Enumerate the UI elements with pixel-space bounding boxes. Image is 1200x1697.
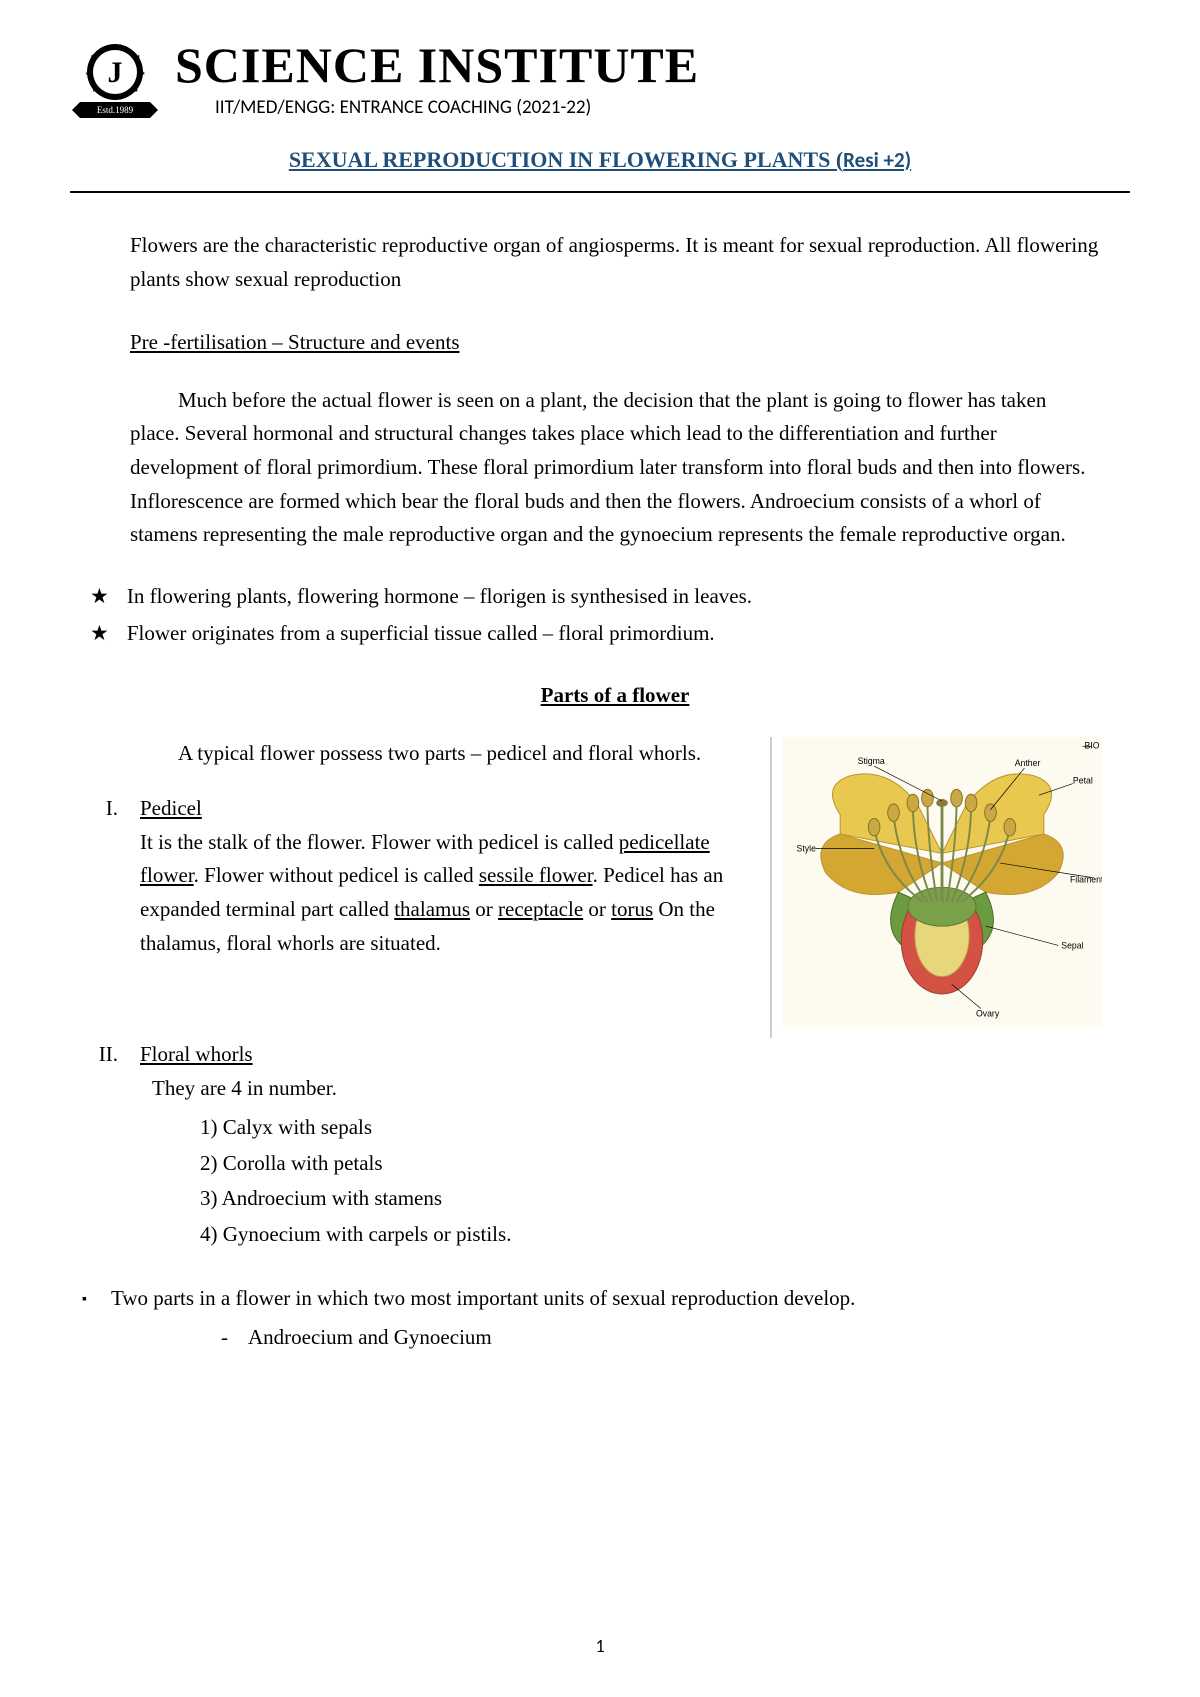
prefert-paragraph: Much before the actual flower is seen on… bbox=[130, 384, 1100, 552]
dash-list: Androecium and Gynoecium bbox=[111, 1321, 855, 1355]
list-item: 3) Androecium with stamens bbox=[200, 1182, 1100, 1216]
label-filament: Filament bbox=[1070, 874, 1102, 884]
left-column: A typical flower possess two parts – ped… bbox=[130, 737, 750, 983]
parts-heading: Parts of a flower bbox=[130, 679, 1100, 713]
star-icon: ★ bbox=[90, 580, 109, 614]
roman-item-floralwhorls: II. Floral whorls They are 4 in number. … bbox=[90, 1038, 1100, 1254]
label-sepal: Sepal bbox=[1061, 940, 1083, 950]
list-item: 4) Gynoecium with carpels or pistils. bbox=[200, 1218, 1100, 1252]
label-stigma: Stigma bbox=[858, 756, 885, 766]
content-body: Flowers are the characteristic reproduct… bbox=[70, 229, 1130, 1355]
label-bio: BIO bbox=[1085, 740, 1100, 750]
svg-text:★: ★ bbox=[92, 88, 97, 94]
page-number: 1 bbox=[0, 1635, 1200, 1657]
header-divider bbox=[70, 191, 1130, 193]
label-anther: Anther bbox=[1015, 758, 1041, 768]
document-title: SEXUAL REPRODUCTION IN FLOWERING PLANTS … bbox=[70, 147, 1130, 173]
square-text: Two parts in a flower in which two most … bbox=[111, 1286, 855, 1310]
bullet-text: In flowering plants, flowering hormone –… bbox=[127, 580, 752, 614]
list-item: ★ Flower originates from a superficial ti… bbox=[90, 617, 1100, 651]
pedicel-body: It is the stalk of the flower. Flower wi… bbox=[140, 830, 723, 955]
svg-text:★: ★ bbox=[85, 71, 90, 77]
list-item: 2) Corolla with petals bbox=[200, 1147, 1100, 1181]
right-column-diagram: Stigma Anther Petal Style Filament Sepal… bbox=[770, 737, 1100, 1039]
list-item: ★ In flowering plants, flowering hormone … bbox=[90, 580, 1100, 614]
roman-body: Pedicel It is the stalk of the flower. F… bbox=[140, 792, 750, 960]
two-column-section: A typical flower possess two parts – ped… bbox=[130, 737, 1100, 1039]
roman-numeral: II. bbox=[90, 1038, 118, 1254]
numbered-list: 1) Calyx with sepals 2) Corolla with pet… bbox=[140, 1111, 1100, 1251]
header-text-block: SCIENCE INSTITUTE IIT/MED/ENGG: ENTRANCE… bbox=[175, 40, 1130, 119]
list-item: Androecium and Gynoecium bbox=[221, 1321, 855, 1355]
header: J ★ ★ ★ ★ ★ ★ Estd.1989 SCIENCE INSTITUTE I… bbox=[70, 40, 1130, 135]
roman-title: Pedicel bbox=[140, 796, 202, 820]
tagline: IIT/MED/ENGG: ENTRANCE COACHING (2021-22… bbox=[215, 96, 1130, 119]
parts-intro: A typical flower possess two parts – ped… bbox=[130, 737, 750, 771]
intro-paragraph: Flowers are the characteristic reproduct… bbox=[130, 229, 1100, 296]
list-item: ▪ Two parts in a flower in which two mos… bbox=[82, 1282, 1100, 1355]
floralwhorls-text: They are 4 in number. bbox=[152, 1076, 337, 1100]
svg-text:Estd.1989: Estd.1989 bbox=[97, 105, 134, 115]
doc-title-main: SEXUAL REPRODUCTION IN FLOWERING PLANTS … bbox=[289, 147, 843, 172]
svg-text:★: ★ bbox=[136, 54, 141, 60]
label-petal: Petal bbox=[1073, 775, 1093, 785]
square-body: Two parts in a flower in which two most … bbox=[111, 1282, 855, 1355]
institute-logo: J ★ ★ ★ ★ ★ ★ Estd.1989 bbox=[70, 40, 160, 135]
svg-text:★: ★ bbox=[90, 54, 95, 60]
roman-numeral: I. bbox=[90, 792, 118, 960]
roman-body: Floral whorls They are 4 in number. 1) C… bbox=[140, 1038, 1100, 1254]
svg-text:★: ★ bbox=[141, 71, 146, 77]
logo-icon: J ★ ★ ★ ★ ★ ★ Estd.1989 bbox=[70, 40, 160, 135]
flower-diagram: Stigma Anther Petal Style Filament Sepal… bbox=[782, 737, 1102, 1028]
institute-name: SCIENCE INSTITUTE bbox=[175, 40, 1130, 90]
star-bullet-list: ★ In flowering plants, flowering hormone … bbox=[90, 580, 1100, 651]
list-item: 1) Calyx with sepals bbox=[200, 1111, 1100, 1145]
label-ovary: Ovary bbox=[976, 1008, 1000, 1018]
square-icon: ▪ bbox=[82, 1289, 87, 1355]
svg-text:J: J bbox=[108, 56, 123, 89]
roman-item-pedicel: I. Pedicel It is the stalk of the flower… bbox=[90, 792, 750, 960]
section-heading-prefert: Pre -fertilisation – Structure and event… bbox=[130, 326, 1100, 360]
star-icon: ★ bbox=[90, 617, 109, 651]
square-bullet-list: ▪ Two parts in a flower in which two mos… bbox=[82, 1282, 1100, 1355]
bullet-text: Flower originates from a superficial tis… bbox=[127, 617, 715, 651]
svg-text:★: ★ bbox=[134, 88, 139, 94]
doc-title-resi: Resi +2) bbox=[843, 147, 911, 173]
label-style: Style bbox=[797, 843, 817, 853]
roman-title: Floral whorls bbox=[140, 1042, 253, 1066]
